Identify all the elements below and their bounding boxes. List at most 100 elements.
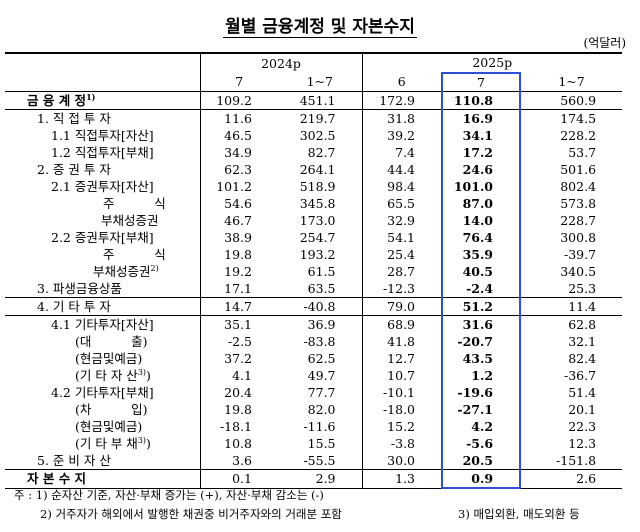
header-row: 2024p 2025p <box>5 52 623 73</box>
row-label: 부채성증권2) <box>5 263 200 280</box>
cell-value: 44.4 <box>361 161 443 178</box>
row-label: (기 타 부 채3)) <box>5 435 200 452</box>
cell-value: -11.6 <box>303 418 336 434</box>
label-text: (기 타 부 채 <box>75 435 138 451</box>
cell-value: 16.9 <box>441 109 522 127</box>
table-row: 4.2 기타투자[부채] 20.4 77.7 -10.1 -19.6 51.4 <box>5 384 622 401</box>
cell-value: 51.2 <box>441 297 522 316</box>
cell-value: -2.5 <box>199 333 278 350</box>
cell-value: 31.6 <box>441 315 522 333</box>
cell-value: 28.7 <box>361 263 443 280</box>
row-label: (차 입) <box>5 401 200 418</box>
cell-value: 10.7 <box>361 367 443 384</box>
cell-value: -5.6 <box>441 435 522 452</box>
row-label: 3. 파생금융상품 <box>5 280 200 298</box>
cell-value: 20.1 <box>568 401 597 417</box>
cell-value: 11.6 <box>199 109 278 127</box>
label-text: (대 출) <box>75 333 148 349</box>
row-label: 부채성증권 <box>5 212 200 229</box>
cell-value: 11.4 <box>520 297 623 316</box>
cell-value: 20.4 <box>199 384 278 401</box>
label-text: 자 본 수 지 <box>27 470 87 486</box>
cell-value: 2.9 <box>278 469 363 489</box>
cell-value: 36.9 <box>307 316 336 332</box>
table-row: 1.1 직접투자[자산] 46.5 302.5 39.2 34.1 228.2 <box>5 127 622 144</box>
cell-value: 109.2 <box>199 91 278 110</box>
table-row: 주 식 54.6 345.8 65.5 87.0 573.8 <box>5 195 622 212</box>
label-text: 4. 기 타 투 자 <box>37 298 111 314</box>
label-text: 1.2 직접투자[부채] <box>51 144 154 160</box>
table-row: (기 타 자 산3)) 4.1 49.7 10.7 1.2 -36.7 <box>5 367 622 384</box>
header-row: 7 1~7 6 7 1~7 <box>5 72 623 92</box>
cell-value: 12.7 <box>361 350 443 367</box>
corner <box>5 52 200 73</box>
cell-value: 82.4 <box>568 350 597 366</box>
column-header: 1~7 <box>520 73 623 92</box>
footnote: 3) 매입외환, 매도외환 등 <box>458 507 580 521</box>
cell-value: -151.8 <box>520 452 623 470</box>
footnote-marker: 1) <box>86 91 96 102</box>
label-text: (기 타 자 산 <box>75 367 138 383</box>
cell-value: -2.4 <box>441 280 522 298</box>
cell-value: 254.7 <box>299 229 336 245</box>
cell-value: 174.5 <box>560 110 597 126</box>
label-text: 1.1 직접투자[자산] <box>51 127 154 143</box>
cell-value: 518.9 <box>299 178 336 194</box>
cell-value: 802.4 <box>560 178 597 194</box>
table-row: (현금및예금) 37.2 62.5 12.7 43.5 82.4 <box>5 350 622 367</box>
row-label: 4. 기 타 투 자 <box>5 297 200 316</box>
cell-value: 4.2 <box>441 418 522 435</box>
column-header: 7 <box>441 72 522 92</box>
cell-value: -40.8 <box>278 297 363 316</box>
label-text: 5. 준 비 자 산 <box>37 452 111 468</box>
label-text: 주 식 <box>103 195 166 211</box>
cell-value: 35.1 <box>199 315 278 333</box>
label-text: 주 식 <box>103 246 166 262</box>
table-row: 3. 파생금융상품 17.1 63.5 -12.3 -2.4 25.3 <box>5 280 623 298</box>
cell-value: 573.8 <box>560 195 597 211</box>
cell-value: 451.1 <box>278 91 363 110</box>
row-label: (현금및예금) <box>5 350 200 367</box>
footnote-marker: 3) <box>137 367 147 377</box>
row-label: 4.1 기타투자[자산] <box>5 316 200 334</box>
row-label: 주 식 <box>5 246 200 263</box>
cell-value: 19.8 <box>199 401 278 418</box>
row-label: 1.1 직접투자[자산] <box>5 127 200 144</box>
label-text: 2. 증 권 투 자 <box>37 161 111 177</box>
cell-value: 101.0 <box>441 178 522 195</box>
cell-value: -39.7 <box>563 246 597 262</box>
table-row: (대 출) -2.5 -83.8 41.8 -20.7 32.1 <box>5 333 622 350</box>
cell-value: 65.5 <box>361 195 443 212</box>
cell-value: 34.1 <box>441 127 522 144</box>
cell-value: 14.7 <box>199 297 278 316</box>
cell-value: 101.2 <box>199 178 278 195</box>
cell-value: -55.5 <box>278 452 363 470</box>
table: 2024p 2025p 7 1~7 6 7 1~7 금 융 계 정1) 109.2 451.… <box>5 52 623 489</box>
cell-value: 54.1 <box>361 229 443 246</box>
corner <box>5 73 200 92</box>
cell-value: 172.9 <box>361 91 443 110</box>
cell-value: 228.7 <box>560 212 597 228</box>
cell-value: 54.6 <box>199 195 278 212</box>
label-text: 1. 직 접 투 자 <box>37 110 111 126</box>
cell-value: 264.1 <box>299 161 336 177</box>
cell-value: 345.8 <box>299 195 336 211</box>
row-label: 2. 증 권 투 자 <box>5 161 200 178</box>
column-header: 7 <box>199 73 278 92</box>
cell-value: 17.2 <box>441 144 522 161</box>
group-header: 2025p <box>361 52 623 73</box>
label-text: 2.1 증권투자[자산] <box>51 178 154 194</box>
cell-value: 560.9 <box>520 91 623 110</box>
group-header: 2024p <box>199 52 363 73</box>
footnote-marker: 3) <box>137 435 147 445</box>
label-text: ) <box>146 367 151 383</box>
cell-value: 7.4 <box>361 144 443 161</box>
label-text: (차 입) <box>75 401 148 417</box>
cell-value: 1.2 <box>441 367 522 384</box>
cell-value: 82.0 <box>307 401 336 417</box>
cell-value: 32.1 <box>568 333 597 349</box>
table-row: 1. 직 접 투 자 11.6 219.7 31.8 16.9 174.5 <box>5 109 622 127</box>
cell-value: -83.8 <box>303 333 336 349</box>
table-row: 1.2 직접투자[부채] 34.9 82.7 7.4 17.2 53.7 <box>5 144 622 161</box>
column-header: 1~7 <box>278 73 363 92</box>
